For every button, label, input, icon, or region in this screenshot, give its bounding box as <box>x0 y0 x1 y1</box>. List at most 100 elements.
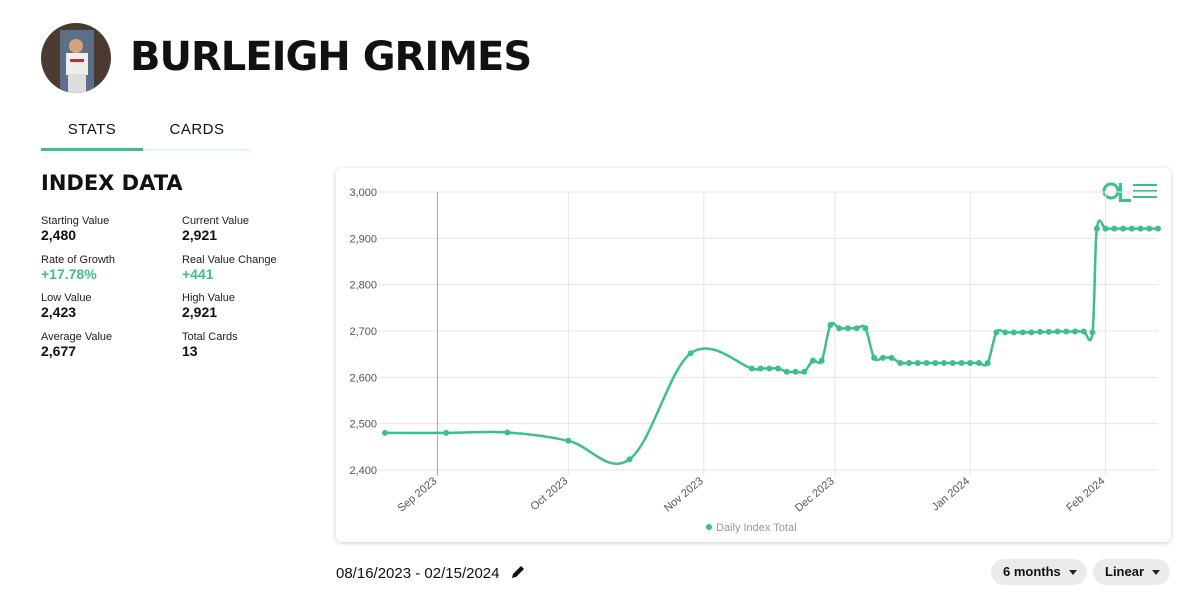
legend-swatch <box>706 524 712 530</box>
x-tick-label: Jan 2024 <box>930 475 972 513</box>
point <box>958 359 965 366</box>
point <box>1072 328 1079 335</box>
point <box>993 329 1000 336</box>
point <box>967 359 974 366</box>
stat-value: 2,677 <box>41 342 77 359</box>
edit-icon[interactable] <box>510 564 526 580</box>
chart-card <box>336 168 1171 542</box>
point <box>1111 225 1118 232</box>
x-tick-label: Dec 2023 <box>793 475 837 514</box>
point <box>897 359 904 366</box>
point <box>836 325 843 332</box>
point <box>1120 225 1127 232</box>
section-title: INDEX DATA <box>41 171 183 195</box>
point <box>923 359 930 366</box>
stat-label: High Value <box>182 292 235 304</box>
stat: Current Value 2,921 <box>182 215 322 243</box>
stat-value: 2,921 <box>182 227 218 243</box>
point <box>775 365 782 372</box>
point <box>1037 328 1044 335</box>
y-tick-label: 2,500 <box>349 419 377 431</box>
point <box>748 365 755 372</box>
stat-value: +441 <box>182 265 214 282</box>
point <box>853 325 860 332</box>
point <box>1080 328 1087 335</box>
stat-value: 13 <box>182 342 198 359</box>
point <box>504 429 511 436</box>
stat-label: Average Value <box>41 330 113 343</box>
x-tick-label: Nov 2023 <box>662 475 706 514</box>
point <box>626 456 633 463</box>
y-tick-label: 2,700 <box>349 326 377 338</box>
point <box>757 365 764 372</box>
point <box>1093 225 1100 232</box>
period-dropdown[interactable]: 6 months <box>991 559 1087 585</box>
stat: Total Cards 13 <box>182 331 322 359</box>
y-tick-label: 2,600 <box>349 372 377 384</box>
point <box>818 357 825 364</box>
stat-value: 2,480 <box>41 227 77 243</box>
point <box>687 350 694 357</box>
point <box>1128 225 1135 232</box>
point <box>914 359 921 366</box>
point <box>792 368 799 375</box>
point <box>844 325 851 332</box>
y-tick-label: 3,000 <box>349 187 377 199</box>
y-tick-label: 2,800 <box>349 280 377 292</box>
point <box>975 359 982 366</box>
stat-value: 2,921 <box>182 304 218 320</box>
point <box>879 354 886 361</box>
legend-label: Daily Index Total <box>716 522 797 534</box>
point <box>1137 225 1144 232</box>
point <box>827 321 834 328</box>
point <box>443 429 450 436</box>
x-tick-label: Oct 2023 <box>528 475 570 513</box>
point <box>766 365 773 372</box>
point <box>565 437 572 444</box>
stat-label: Total Cards <box>182 330 238 343</box>
point <box>1146 225 1153 232</box>
stat: Real Value Change +441 <box>182 254 322 282</box>
point <box>932 359 939 366</box>
point <box>1054 328 1061 335</box>
point <box>984 359 991 366</box>
point <box>941 359 948 366</box>
point <box>1028 329 1035 336</box>
point <box>1102 225 1109 232</box>
x-tick-label: Feb 2024 <box>1064 475 1107 514</box>
x-tick-label: Sep 2023 <box>396 475 440 514</box>
y-tick-label: 2,900 <box>349 233 377 245</box>
point <box>1002 329 1009 336</box>
point <box>1010 329 1017 336</box>
y-tick-label: 2,400 <box>349 465 377 477</box>
stat-value: 2,423 <box>41 304 77 320</box>
tab-rail <box>41 149 251 151</box>
point <box>1155 225 1161 232</box>
point <box>783 368 790 375</box>
stat-label: Real Value Change <box>182 253 277 266</box>
tab-cards[interactable]: CARDS <box>169 121 225 138</box>
point <box>801 368 808 375</box>
point <box>1063 328 1070 335</box>
tab-underline <box>41 148 143 151</box>
point <box>382 429 388 436</box>
avatar <box>41 23 111 93</box>
line <box>384 219 1158 465</box>
stat-label: Current Value <box>182 215 250 227</box>
legend-item: Daily Index Total <box>706 522 797 534</box>
stat: Low Value 2,423 <box>41 292 181 320</box>
point <box>888 354 895 361</box>
point <box>949 359 956 366</box>
tab-stats[interactable]: STATS <box>67 121 117 138</box>
stat-label: Rate of Growth <box>41 253 115 266</box>
scale-dropdown[interactable]: Linear <box>1093 559 1171 585</box>
player-name: BURLEIGH GRIMES <box>130 34 532 80</box>
point <box>871 354 878 361</box>
stat-value: +17.78% <box>41 265 97 282</box>
point <box>1089 329 1096 336</box>
stat: High Value 2,921 <box>182 292 322 320</box>
stat: Average Value 2,677 <box>41 331 181 359</box>
date-range: 08/16/2023 - 02/15/2024 <box>336 565 500 582</box>
